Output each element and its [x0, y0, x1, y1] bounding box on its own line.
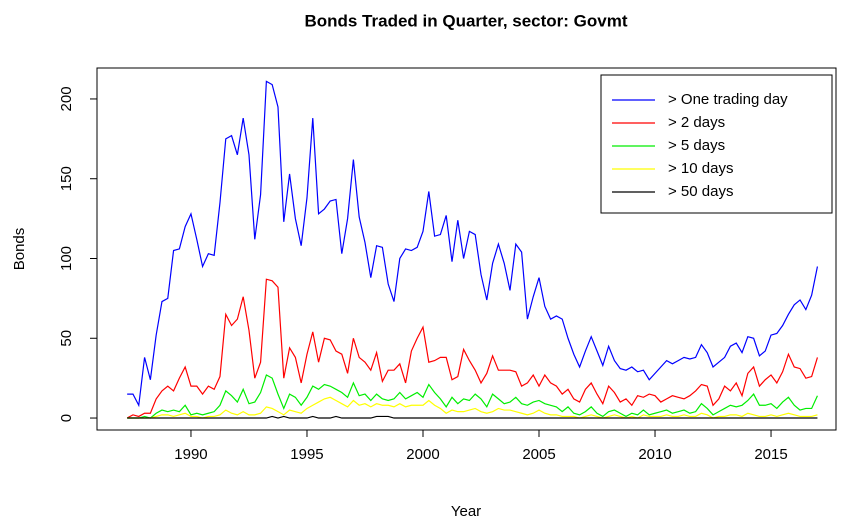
- legend-label: > 2 days: [668, 114, 725, 131]
- legend-label: > One trading day: [668, 91, 788, 108]
- x-tick-label: 2010: [638, 446, 671, 463]
- y-tick-label: 0: [58, 414, 75, 422]
- x-axis-label: Year: [451, 503, 481, 520]
- legend-label: > 50 days: [668, 183, 733, 200]
- series-line: [127, 80, 819, 408]
- x-tick-label: 2015: [754, 446, 787, 463]
- series-line: [127, 374, 818, 419]
- y-tick-label: 150: [58, 166, 75, 191]
- y-axis-label: Bonds: [11, 228, 28, 271]
- chart-title: Bonds Traded in Quarter, sector: Govmt: [304, 11, 627, 30]
- y-tick-label: 200: [58, 86, 75, 111]
- y-tick-label: 100: [58, 246, 75, 271]
- x-tick-label: 1995: [290, 446, 323, 463]
- series-line: [127, 415, 818, 419]
- x-tick-label: 2000: [406, 446, 439, 463]
- legend-box: [600, 74, 833, 214]
- series-line: [126, 278, 819, 419]
- series-line: [127, 396, 818, 419]
- legend-label: > 10 days: [668, 160, 733, 177]
- legend-label: > 5 days: [668, 137, 725, 154]
- x-tick-label: 2005: [522, 446, 555, 463]
- x-tick-label: 1990: [174, 446, 207, 463]
- y-tick-label: 50: [58, 330, 75, 347]
